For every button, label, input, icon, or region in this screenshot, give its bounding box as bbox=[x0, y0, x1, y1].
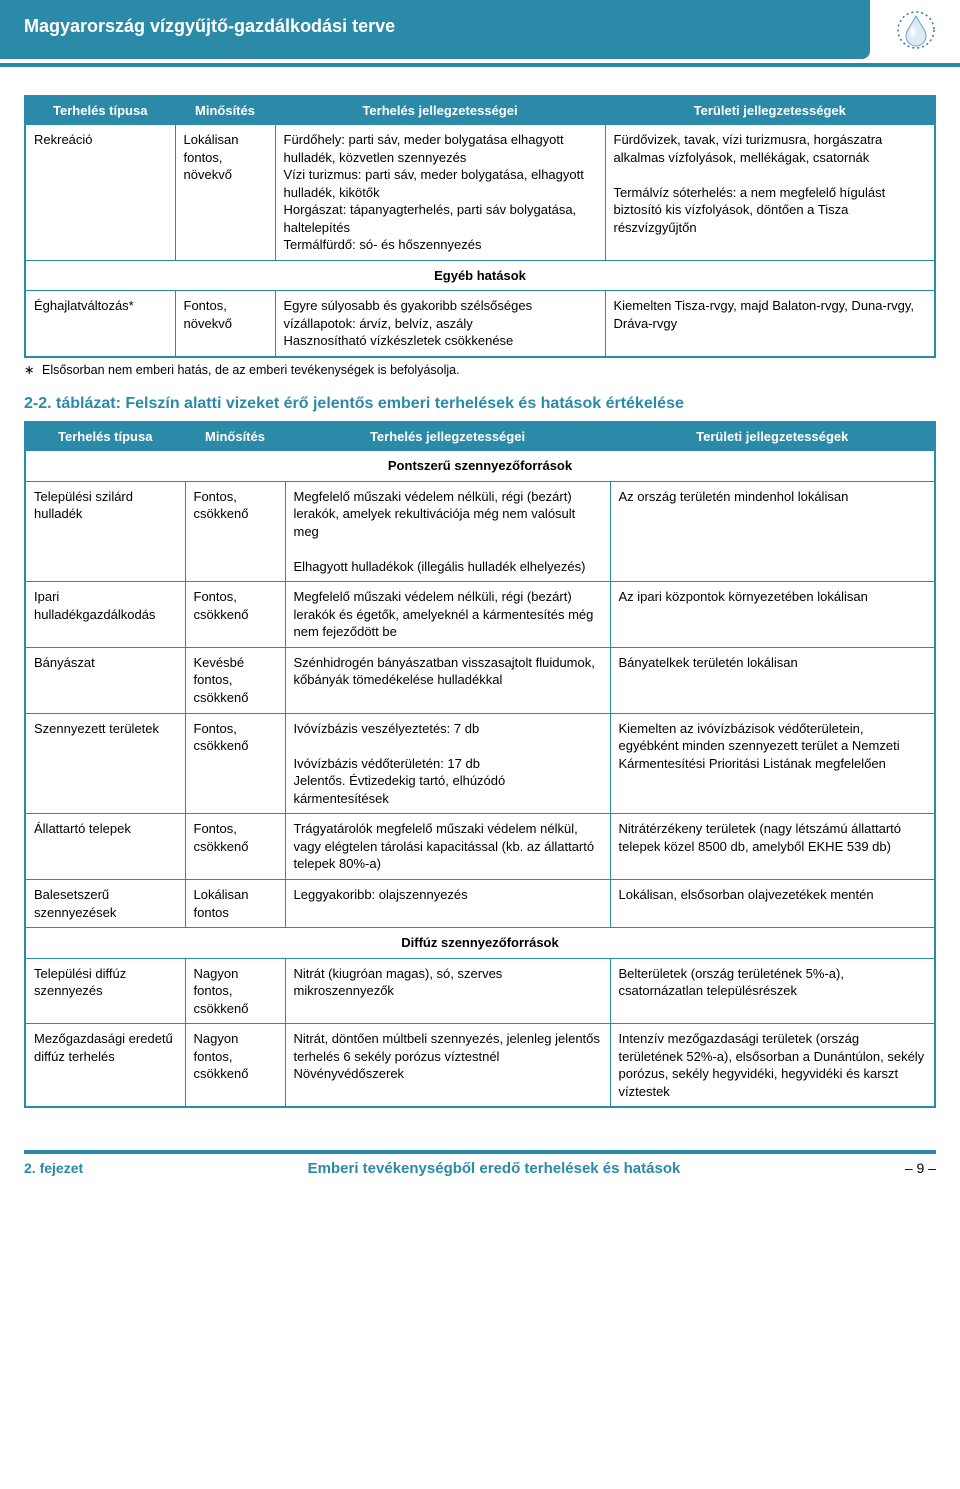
cell-area: Kiemelten Tisza-rvgy, majd Balaton-rvgy,… bbox=[605, 291, 935, 357]
cell-rating: Fontos, csökkenő bbox=[185, 582, 285, 648]
cell-rating: Fontos, növekvő bbox=[175, 291, 275, 357]
section-label: Diffúz szennyezőforrások bbox=[25, 928, 935, 959]
cell-features: Megfelelő műszaki védelem nélküli, régi … bbox=[285, 582, 610, 648]
col-header: Terhelés jellegzetességei bbox=[275, 96, 605, 125]
table2-title: 2-2. táblázat: Felszín alatti vizeket ér… bbox=[24, 395, 936, 413]
col-header: Terhelés jellegzetességei bbox=[285, 422, 610, 451]
cell-type: Mezőgazdasági eredetű diffúz terhelés bbox=[25, 1024, 185, 1108]
cell-rating: Fontos, csökkenő bbox=[185, 814, 285, 880]
cell-features: Trágyatárolók megfelelő műszaki védelem … bbox=[285, 814, 610, 880]
section-row: Diffúz szennyezőforrások bbox=[25, 928, 935, 959]
cell-rating: Kevésbé fontos, csökkenő bbox=[185, 647, 285, 713]
col-header: Terhelés típusa bbox=[25, 96, 175, 125]
cell-type: Települési diffúz szennyezés bbox=[25, 958, 185, 1024]
table-row: Rekreáció Lokálisan fontos, növekvő Fürd… bbox=[25, 125, 935, 261]
table-row: Mezőgazdasági eredetű diffúz terhelés Na… bbox=[25, 1024, 935, 1108]
cell-area: Belterületek (ország területének 5%-a), … bbox=[610, 958, 935, 1024]
page-footer: 2. fejezet Emberi tevékenységből eredő t… bbox=[0, 1150, 960, 1199]
section-label: Egyéb hatások bbox=[25, 260, 935, 291]
table-row: Települési szilárd hulladék Fontos, csök… bbox=[25, 481, 935, 582]
cell-type: Állattartó telepek bbox=[25, 814, 185, 880]
footnote-text: Elsősorban nem emberi hatás, de az ember… bbox=[42, 363, 460, 377]
table-subsurface-water: Terhelés típusa Minősítés Terhelés jelle… bbox=[24, 421, 936, 1108]
table1-footnote: ∗Elsősorban nem emberi hatás, de az embe… bbox=[24, 362, 936, 377]
cell-rating: Lokálisan fontos bbox=[185, 879, 285, 927]
cell-features: Ivóvízbázis veszélyeztetés: 7 db Ivóvízb… bbox=[285, 713, 610, 814]
cell-rating: Nagyon fontos, csökkenő bbox=[185, 1024, 285, 1108]
cell-rating: Fontos, csökkenő bbox=[185, 481, 285, 582]
cell-rating: Nagyon fontos, csökkenő bbox=[185, 958, 285, 1024]
col-header: Minősítés bbox=[175, 96, 275, 125]
table-row: Bányászat Kevésbé fontos, csökkenő Szénh… bbox=[25, 647, 935, 713]
cell-area: Fürdővizek, tavak, vízi turizmusra, horg… bbox=[605, 125, 935, 261]
cell-area: Bányatelkek területén lokálisan bbox=[610, 647, 935, 713]
table-row: Települési diffúz szennyezés Nagyon font… bbox=[25, 958, 935, 1024]
cell-features: Megfelelő műszaki védelem nélküli, régi … bbox=[285, 481, 610, 582]
table-row: Balesetszerű szennyezések Lokálisan font… bbox=[25, 879, 935, 927]
footer-divider bbox=[24, 1150, 936, 1154]
cell-area: Nitrátérzékeny területek (nagy létszámú … bbox=[610, 814, 935, 880]
col-header: Területi jellegzetességek bbox=[610, 422, 935, 451]
cell-features: Nitrát (kiugróan magas), só, szerves mik… bbox=[285, 958, 610, 1024]
footer-title: Emberi tevékenységből eredő terhelések é… bbox=[83, 1160, 905, 1177]
cell-features: Szénhidrogén bányászatban visszasajtolt … bbox=[285, 647, 610, 713]
cell-type: Balesetszerű szennyezések bbox=[25, 879, 185, 927]
cell-features: Leggyakoribb: olajszennyezés bbox=[285, 879, 610, 927]
cell-type: Éghajlatváltozás* bbox=[25, 291, 175, 357]
col-header: Minősítés bbox=[185, 422, 285, 451]
cell-type: Rekreáció bbox=[25, 125, 175, 261]
water-drop-icon bbox=[892, 6, 940, 54]
section-row: Egyéb hatások bbox=[25, 260, 935, 291]
cell-area: Az ipari központok környezetében lokális… bbox=[610, 582, 935, 648]
cell-area: Kiemelten az ivóvízbázisok védőterületei… bbox=[610, 713, 935, 814]
table-row: Állattartó telepek Fontos, csökkenő Trág… bbox=[25, 814, 935, 880]
cell-area: Az ország területén mindenhol lokálisan bbox=[610, 481, 935, 582]
cell-type: Szennyezett területek bbox=[25, 713, 185, 814]
cell-type: Ipari hulladékgazdálkodás bbox=[25, 582, 185, 648]
cell-type: Települési szilárd hulladék bbox=[25, 481, 185, 582]
cell-features: Egyre súlyosabb és gyakoribb szélsőséges… bbox=[275, 291, 605, 357]
cell-area: Intenzív mezőgazdasági területek (ország… bbox=[610, 1024, 935, 1108]
page-header: Magyarország vízgyűjtő-gazdálkodási terv… bbox=[0, 0, 870, 59]
cell-features: Nitrát, döntően múltbeli szennyezés, jel… bbox=[285, 1024, 610, 1108]
table-row: Ipari hulladékgazdálkodás Fontos, csökke… bbox=[25, 582, 935, 648]
cell-rating: Fontos, csökkenő bbox=[185, 713, 285, 814]
col-header: Terhelés típusa bbox=[25, 422, 185, 451]
table-header-row: Terhelés típusa Minősítés Terhelés jelle… bbox=[25, 422, 935, 451]
header-divider bbox=[0, 63, 960, 67]
footer-page-number: – 9 – bbox=[905, 1160, 936, 1176]
section-label: Pontszerű szennyezőforrások bbox=[25, 451, 935, 482]
document-title: Magyarország vízgyűjtő-gazdálkodási terv… bbox=[24, 16, 395, 36]
cell-rating: Lokálisan fontos, növekvő bbox=[175, 125, 275, 261]
footnote-mark: ∗ bbox=[24, 362, 42, 377]
table-row: Éghajlatváltozás* Fontos, növekvő Egyre … bbox=[25, 291, 935, 357]
cell-features: Fürdőhely: parti sáv, meder bolygatása e… bbox=[275, 125, 605, 261]
table-row: Szennyezett területek Fontos, csökkenő I… bbox=[25, 713, 935, 814]
cell-type: Bányászat bbox=[25, 647, 185, 713]
cell-area: Lokálisan, elsősorban olajvezetékek ment… bbox=[610, 879, 935, 927]
table-surface-water: Terhelés típusa Minősítés Terhelés jelle… bbox=[24, 95, 936, 358]
table-header-row: Terhelés típusa Minősítés Terhelés jelle… bbox=[25, 96, 935, 125]
section-row: Pontszerű szennyezőforrások bbox=[25, 451, 935, 482]
footer-chapter: 2. fejezet bbox=[24, 1160, 83, 1176]
col-header: Területi jellegzetességek bbox=[605, 96, 935, 125]
